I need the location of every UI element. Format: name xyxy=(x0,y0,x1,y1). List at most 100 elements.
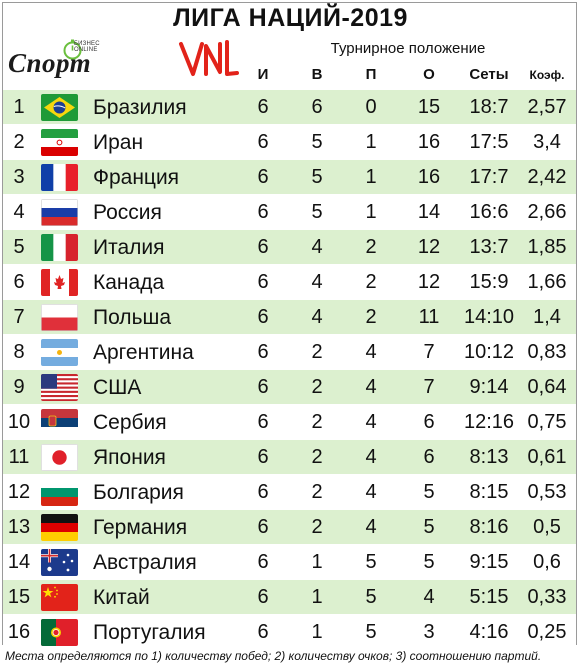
sets-cell: 18:7 xyxy=(469,96,509,118)
team-name-cell: Канада xyxy=(93,271,165,294)
canada-flag-icon xyxy=(41,269,78,296)
rank-cell: 4 xyxy=(13,201,25,223)
losses-cell: 5 xyxy=(365,551,377,573)
games-cell: 6 xyxy=(257,621,269,643)
table-row: 6 Канада 6 4 2 12 15:9 1,66 xyxy=(3,264,576,299)
losses-cell: 2 xyxy=(365,306,377,328)
points-cell: 14 xyxy=(417,201,441,223)
points-cell: 12 xyxy=(417,271,441,293)
rank-cell: 10 xyxy=(7,411,31,433)
sport-logo-tagline: БИЗНЕС ONLINE xyxy=(74,41,100,53)
argentina-flag-icon xyxy=(41,339,78,366)
rank-cell: 8 xyxy=(13,341,25,363)
games-cell: 6 xyxy=(257,166,269,188)
losses-cell: 4 xyxy=(365,411,377,433)
games-cell: 6 xyxy=(257,341,269,363)
points-cell: 11 xyxy=(418,306,440,328)
table-row: 10 Сербия 6 2 4 6 12:16 0,75 xyxy=(3,404,576,439)
rank-cell: 15 xyxy=(7,586,31,608)
vnl-logo xyxy=(179,40,239,76)
games-cell: 6 xyxy=(257,586,269,608)
table-row: 11 Япония 6 2 4 6 8:13 0,61 xyxy=(3,439,576,474)
losses-cell: 5 xyxy=(365,621,377,643)
ratio-cell: 0,6 xyxy=(533,551,561,573)
ratio-cell: 0,33 xyxy=(527,586,567,608)
table-row: 15 Китай 6 1 5 4 5:15 0,33 xyxy=(3,579,576,614)
sport-logo-word: Спорт xyxy=(8,48,92,78)
sets-cell: 5:15 xyxy=(469,586,509,608)
points-cell: 5 xyxy=(423,551,435,573)
wins-cell: 1 xyxy=(311,551,323,573)
points-cell: 5 xyxy=(423,516,435,538)
team-name-cell: Китай xyxy=(93,586,150,609)
losses-cell: 4 xyxy=(365,516,377,538)
sets-cell: 8:15 xyxy=(469,481,509,503)
sets-cell: 12:16 xyxy=(463,411,515,433)
points-cell: 15 xyxy=(417,96,441,118)
table-row: 13 Германия 6 2 4 5 8:16 0,5 xyxy=(3,509,576,544)
rank-cell: 9 xyxy=(13,376,25,398)
points-cell: 7 xyxy=(423,376,435,398)
rank-cell: 14 xyxy=(7,551,31,573)
ratio-cell: 2,66 xyxy=(527,201,567,223)
table-row: 1 Бразилия 6 6 0 15 18:7 2,57 xyxy=(3,89,576,124)
header-sets: Сеты xyxy=(469,66,509,83)
points-cell: 6 xyxy=(423,411,435,433)
page-title: ЛИГА НАЦИЙ-2019 xyxy=(173,4,408,32)
ratio-cell: 0,75 xyxy=(527,411,567,433)
portugal-flag-icon xyxy=(41,619,78,646)
wins-cell: 6 xyxy=(311,96,323,118)
team-name-cell: Франция xyxy=(93,166,180,189)
rank-cell: 16 xyxy=(7,621,31,643)
iran-flag-icon xyxy=(41,129,78,156)
wins-cell: 2 xyxy=(311,446,323,468)
ratio-cell: 1,4 xyxy=(533,306,561,328)
italy-flag-icon xyxy=(41,234,78,261)
ratio-cell: 0,53 xyxy=(527,481,567,503)
losses-cell: 0 xyxy=(365,96,377,118)
sets-cell: 14:10 xyxy=(463,306,515,328)
ratio-cell: 2,57 xyxy=(527,96,567,118)
ratio-cell: 1,85 xyxy=(527,236,567,258)
footnote: Места определяются по 1) количеству побе… xyxy=(5,649,542,663)
ratio-cell: 3,4 xyxy=(533,131,561,153)
standings-subtitle: Турнирное положение xyxy=(330,40,486,57)
serbia-flag-icon xyxy=(41,409,78,436)
rank-cell: 12 xyxy=(7,481,31,503)
table-row: 16 Португалия 6 1 5 3 4:16 0,25 xyxy=(3,614,576,649)
losses-cell: 2 xyxy=(365,271,377,293)
team-name-cell: Иран xyxy=(93,131,144,154)
losses-cell: 2 xyxy=(365,236,377,258)
losses-cell: 1 xyxy=(365,131,377,153)
games-cell: 6 xyxy=(257,306,269,328)
ratio-cell: 2,42 xyxy=(527,166,567,188)
team-name-cell: Бразилия xyxy=(93,96,187,119)
wins-cell: 2 xyxy=(311,411,323,433)
points-cell: 3 xyxy=(423,621,435,643)
sets-cell: 10:12 xyxy=(463,341,515,363)
table-row: 5 Италия 6 4 2 12 13:7 1,85 xyxy=(3,229,576,264)
team-name-cell: Германия xyxy=(93,516,188,539)
games-cell: 6 xyxy=(257,201,269,223)
sets-cell: 4:16 xyxy=(469,621,509,643)
losses-cell: 5 xyxy=(365,586,377,608)
team-name-cell: Болгария xyxy=(93,481,184,504)
team-name-cell: Италия xyxy=(93,236,165,259)
games-cell: 6 xyxy=(257,481,269,503)
table-row: 14 Австралия 6 1 5 5 9:15 0,6 xyxy=(3,544,576,579)
table-row: 7 Польша 6 4 2 11 14:10 1,4 xyxy=(3,299,576,334)
table-row: 2 Иран 6 5 1 16 17:5 3,4 xyxy=(3,124,576,159)
wins-cell: 1 xyxy=(311,621,323,643)
russia-flag-icon xyxy=(41,199,78,226)
header-ratio: Коэф. xyxy=(529,68,565,82)
games-cell: 6 xyxy=(257,96,269,118)
rank-cell: 3 xyxy=(13,166,25,188)
sets-cell: 17:7 xyxy=(469,166,509,188)
sets-cell: 17:5 xyxy=(469,131,509,153)
wins-cell: 2 xyxy=(311,341,323,363)
points-cell: 16 xyxy=(417,131,441,153)
japan-flag-icon xyxy=(41,444,78,471)
wins-cell: 4 xyxy=(311,271,323,293)
games-cell: 6 xyxy=(257,236,269,258)
team-name-cell: Австралия xyxy=(93,551,197,574)
